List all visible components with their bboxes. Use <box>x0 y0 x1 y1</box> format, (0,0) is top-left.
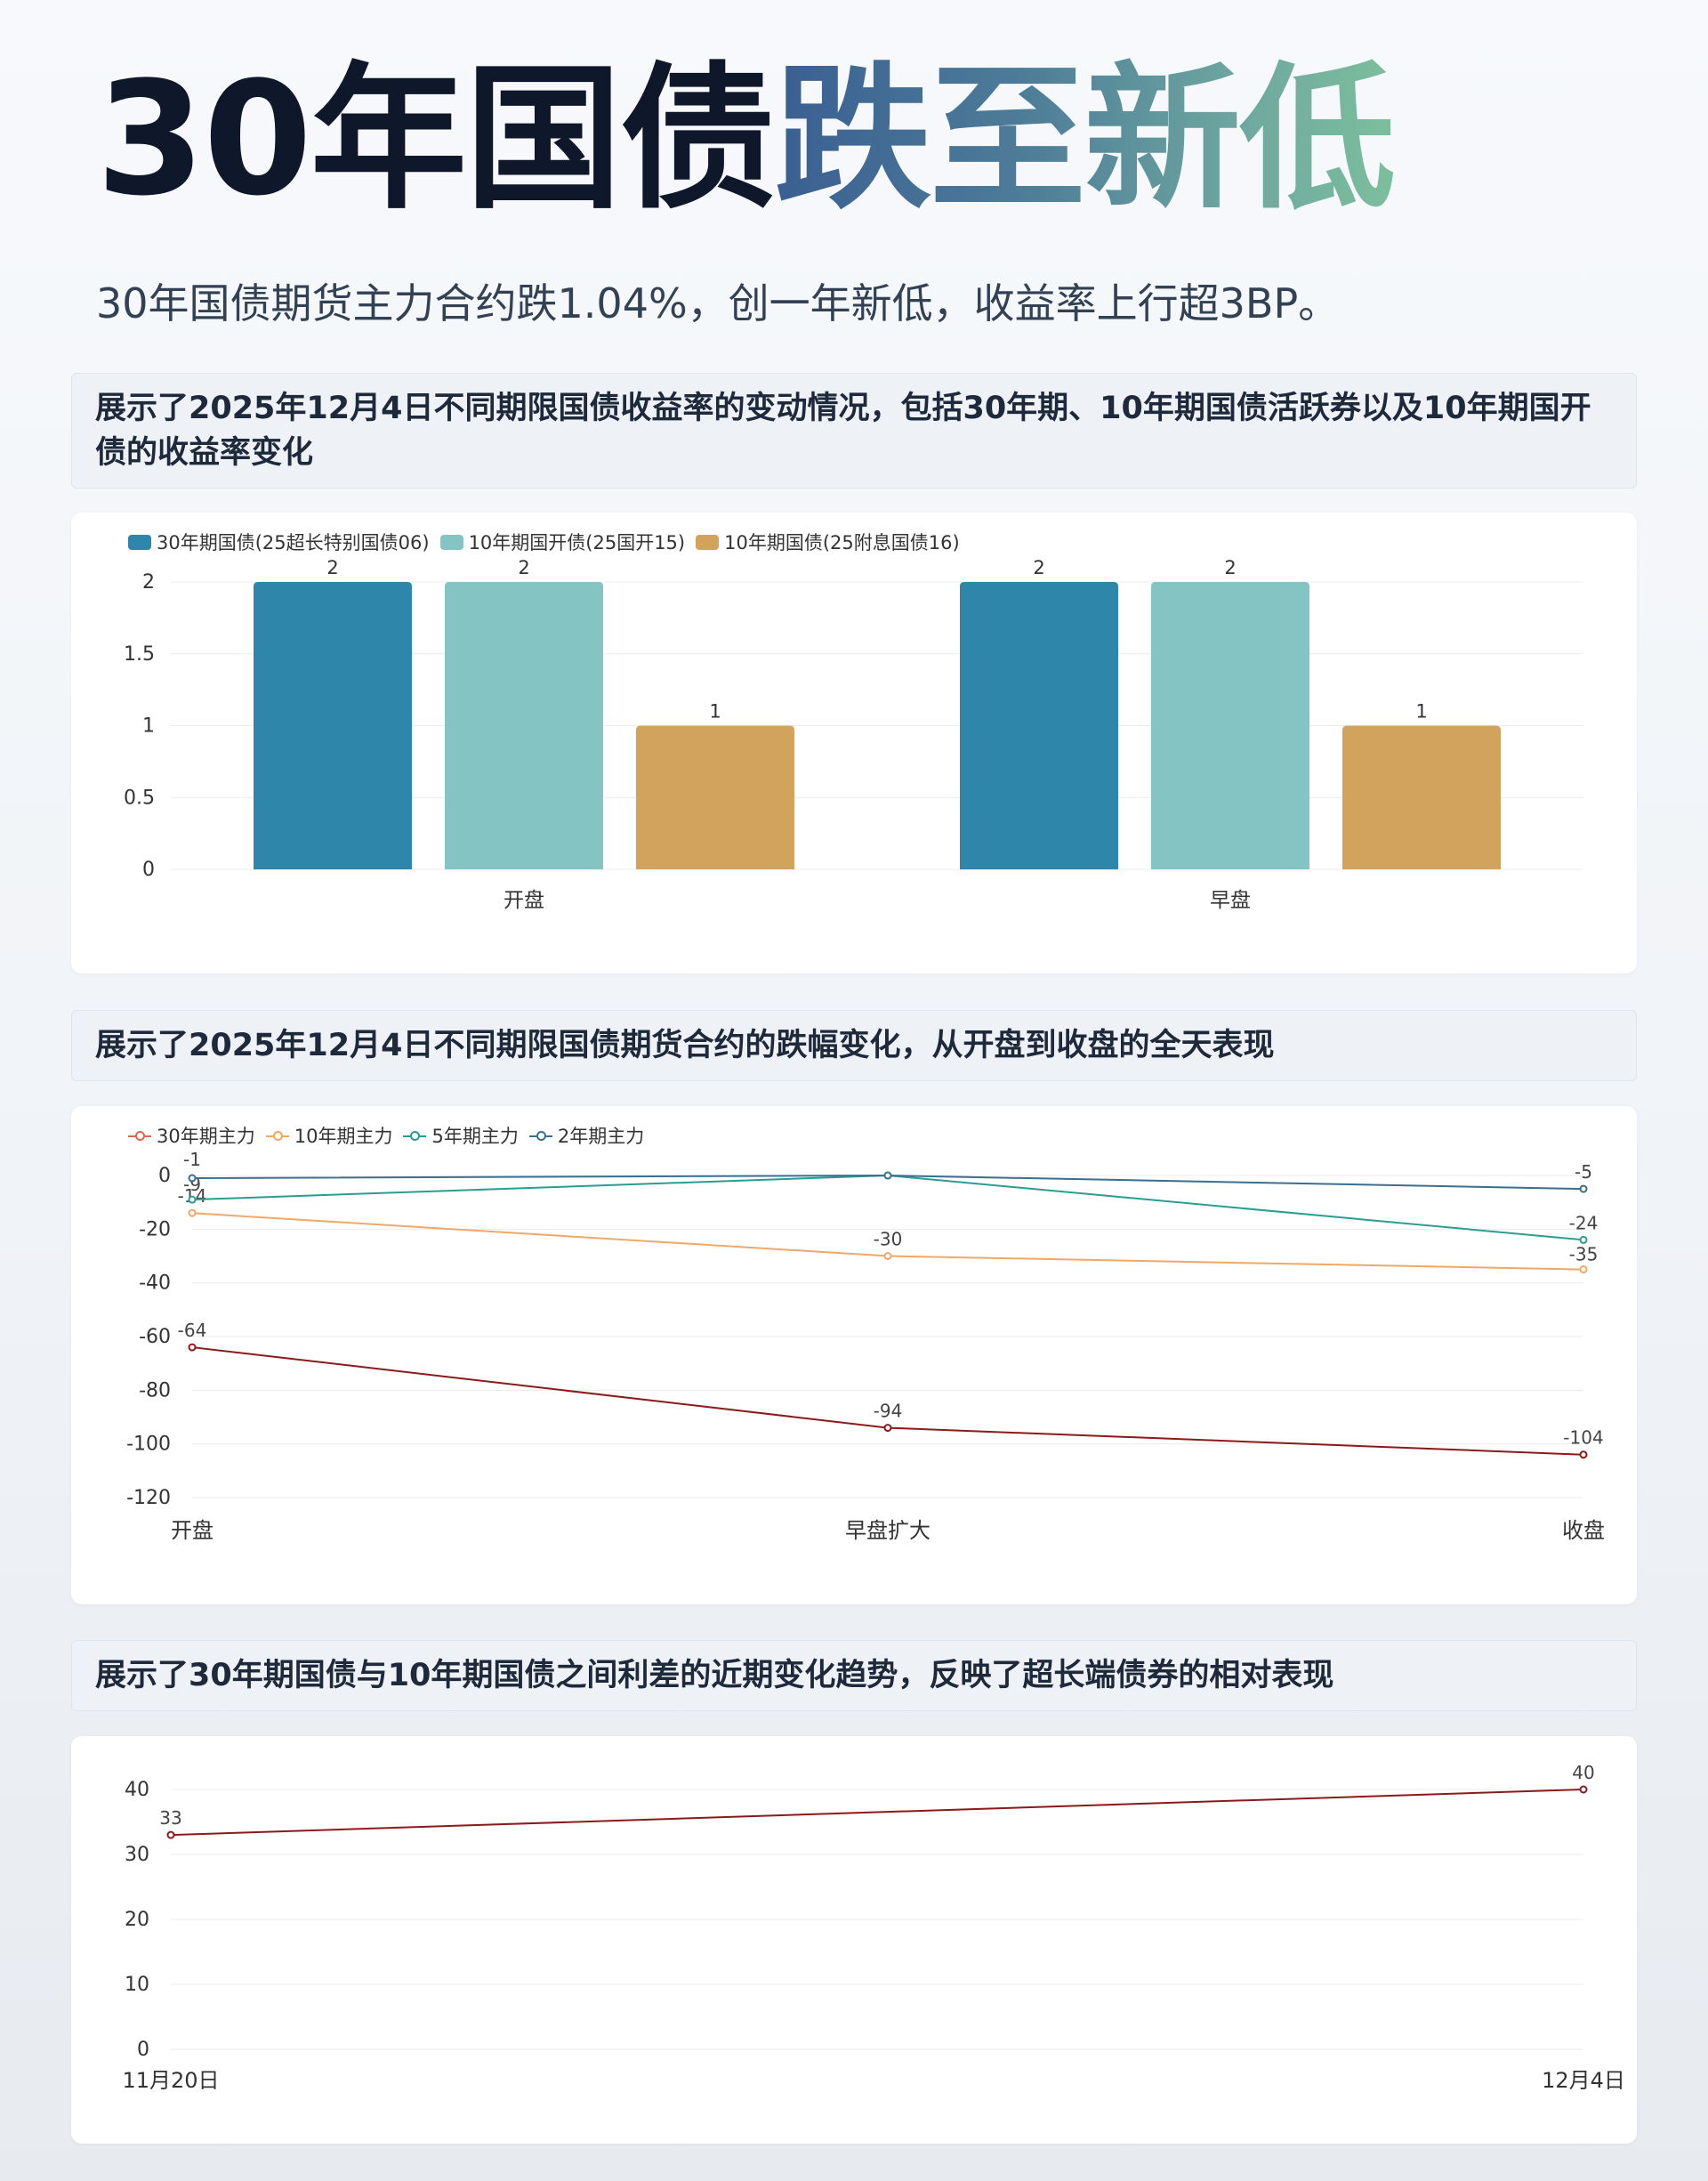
legend-label: 10年期国债(25附息国债16) <box>724 532 960 553</box>
legend-item[interactable]: 30年期国债(25超长特别国债06) <box>128 529 430 555</box>
data-point <box>883 1424 892 1433</box>
legend-item[interactable]: 10年期国债(25附息国债16) <box>696 529 960 555</box>
data-label: -24 <box>1569 1212 1599 1233</box>
data-point <box>1579 1450 1588 1459</box>
legend-swatch <box>265 1128 289 1143</box>
y-tick-label: -80 <box>139 1379 171 1401</box>
data-label: -9 <box>183 1174 201 1195</box>
legend-item[interactable]: 30年期主力 <box>128 1122 255 1149</box>
x-tick-label: 11月20日 <box>122 2068 219 2093</box>
y-tick-label: -60 <box>139 1326 171 1348</box>
legend-label: 2年期主力 <box>557 1126 645 1147</box>
data-point <box>188 1174 197 1183</box>
x-tick-label: 早盘 <box>1210 889 1251 912</box>
y-tick-label: 2 <box>142 571 155 594</box>
legend-swatch <box>528 1128 552 1143</box>
data-point <box>1579 1184 1588 1193</box>
y-tick-label: 0 <box>158 1165 171 1187</box>
data-point <box>1579 1235 1588 1244</box>
x-tick-label: 早盘扩大 <box>845 1518 931 1543</box>
y-tick-label: 1.5 <box>124 643 155 666</box>
x-tick-label: 开盘 <box>171 1518 214 1543</box>
legend-item[interactable]: 2年期主力 <box>528 1122 645 1149</box>
bar-value-label: 1 <box>1415 701 1427 723</box>
data-label: -104 <box>1563 1427 1603 1449</box>
y-tick-label: 20 <box>125 1909 149 1931</box>
data-label: -64 <box>178 1320 207 1341</box>
data-point <box>1579 1265 1588 1274</box>
bar-value-label: 2 <box>1224 557 1236 578</box>
line-chart-spread: 0 10 20 30 40 11月20日 12月4日 33 40 <box>122 1762 1625 2093</box>
x-tick-label: 收盘 <box>1562 1518 1605 1543</box>
legend-item[interactable]: 5年期主力 <box>403 1122 519 1149</box>
y-tick-label: 1 <box>142 715 155 738</box>
hero-title-dark: 30年国债 <box>96 48 777 230</box>
bar <box>1151 582 1309 869</box>
subtitle: 30年国债期货主力合约跌1.04%，创一年新低，收益率上行超3BP。 <box>96 279 1340 327</box>
legend-label: 10年期主力 <box>294 1126 393 1147</box>
hero-title: 30年国债跌至新低 <box>96 55 1396 224</box>
data-point <box>883 1252 892 1260</box>
y-tick-label: 0 <box>137 2039 149 2061</box>
y-tick-label: 0 <box>142 859 155 881</box>
bar <box>636 725 794 869</box>
bar <box>254 582 412 869</box>
legend-item[interactable]: 10年期主力 <box>265 1122 393 1149</box>
y-tick-label: -20 <box>139 1218 171 1240</box>
data-point <box>166 1830 175 1839</box>
legend-swatch <box>439 534 463 550</box>
bar-value-label: 1 <box>709 701 721 723</box>
data-point <box>188 1208 197 1217</box>
legend-label: 10年期国开债(25国开15) <box>468 532 686 553</box>
bar-chart-yields: 0 0.5 1 1.5 2 2 2 1 开盘 2 2 1 早盘 <box>124 557 1583 912</box>
section-header-1: 展示了2025年12月4日不同期限国债收益率的变动情况，包括30年期、10年期国… <box>71 373 1637 489</box>
legend-item[interactable]: 10年期国开债(25国开15) <box>439 529 686 555</box>
bar-value-label: 2 <box>518 557 529 578</box>
chart-2-legend: 30年期主力 10年期主力 5年期主力 2年期主力 <box>128 1122 644 1149</box>
bar <box>960 582 1118 869</box>
legend-swatch <box>403 1128 427 1143</box>
data-label: -35 <box>1569 1244 1599 1265</box>
series-line <box>170 1789 1584 1837</box>
legend-swatch <box>696 534 720 550</box>
data-label: -94 <box>874 1401 903 1422</box>
y-tick-label: 40 <box>125 1779 149 1801</box>
chart-card-2: 30年期主力 10年期主力 5年期主力 2年期主力 0 -20 -40 -60 -80 -… <box>71 1106 1637 1604</box>
bar <box>445 582 603 869</box>
section-header-2: 展示了2025年12月4日不同期限国债期货合约的跌幅变化，从开盘到收盘的全天表现 <box>71 1010 1637 1081</box>
data-label: -5 <box>1575 1161 1592 1183</box>
section-header-3: 展示了30年期国债与10年期国债之间利差的近期变化趋势，反映了超长端债券的相对表… <box>71 1640 1637 1711</box>
y-tick-label: 10 <box>125 1974 149 1996</box>
hero-title-gradient: 跌至新低 <box>774 48 1396 230</box>
bar-value-label: 2 <box>1033 557 1044 578</box>
y-tick-label: -100 <box>126 1434 171 1456</box>
chart-card-1: 30年期国债(25超长特别国债06) 10年期国开债(25国开15) 10年期国… <box>71 513 1637 973</box>
data-label: -30 <box>874 1229 903 1250</box>
legend-label: 30年期国债(25超长特别国债06) <box>157 532 430 553</box>
data-point <box>188 1343 197 1352</box>
data-point <box>883 1171 892 1180</box>
y-tick-label: -120 <box>126 1487 171 1509</box>
legend-label: 5年期主力 <box>431 1126 519 1147</box>
legend-swatch <box>128 534 151 550</box>
y-tick-label: 30 <box>125 1844 149 1866</box>
bar-value-label: 2 <box>326 557 338 578</box>
y-tick-label: -40 <box>139 1272 171 1295</box>
legend-label: 30年期主力 <box>157 1126 255 1147</box>
y-tick-label: 0.5 <box>124 787 155 809</box>
data-label: 40 <box>1572 1762 1594 1783</box>
x-tick-label: 12月4日 <box>1542 2068 1625 2093</box>
data-point <box>1579 1785 1588 1794</box>
data-label: 33 <box>159 1807 181 1829</box>
x-tick-label: 开盘 <box>504 889 544 912</box>
bar <box>1342 725 1501 869</box>
chart-card-3: 0 10 20 30 40 11月20日 12月4日 33 40 <box>71 1736 1637 2144</box>
chart-1-legend: 30年期国债(25超长特别国债06) 10年期国开债(25国开15) 10年期国… <box>128 529 960 555</box>
data-label: -1 <box>183 1149 201 1170</box>
legend-swatch <box>128 1128 151 1143</box>
data-point <box>188 1195 197 1204</box>
